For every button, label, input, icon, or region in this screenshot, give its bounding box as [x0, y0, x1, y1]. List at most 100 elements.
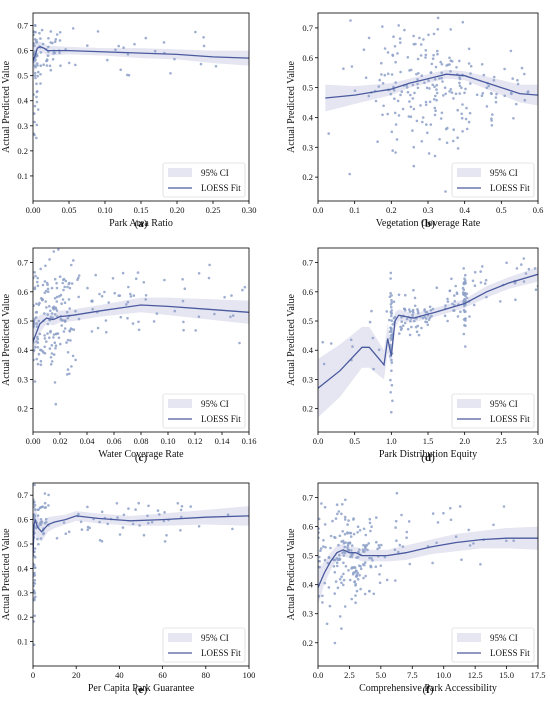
data-point — [385, 578, 389, 582]
data-point — [331, 519, 334, 523]
loess-fit-line — [325, 73, 538, 99]
data-point — [50, 360, 54, 363]
data-point — [395, 138, 399, 141]
data-point — [69, 327, 73, 330]
data-point — [49, 356, 53, 359]
data-point — [36, 276, 39, 280]
y-tick-label: 0.7 — [302, 23, 313, 33]
data-point — [397, 293, 401, 297]
data-point — [465, 292, 469, 296]
data-point — [455, 292, 459, 296]
y-tick-label: 0.7 — [17, 490, 28, 500]
data-point — [362, 576, 365, 580]
data-point — [523, 98, 527, 102]
data-point — [39, 82, 42, 85]
panel-label: (e) — [135, 684, 148, 696]
data-point — [346, 546, 349, 549]
data-point — [416, 309, 420, 313]
data-point — [350, 544, 354, 547]
data-point — [182, 328, 185, 332]
data-point — [395, 539, 398, 542]
data-point — [45, 58, 49, 61]
data-point — [34, 76, 37, 80]
data-point — [33, 64, 37, 67]
data-point — [238, 341, 241, 345]
y-tick-label: 0.4 — [17, 563, 28, 573]
data-point — [66, 285, 69, 289]
data-point — [367, 94, 371, 98]
data-point — [223, 295, 226, 299]
data-point — [416, 311, 420, 315]
data-point — [355, 589, 359, 593]
data-point — [69, 339, 72, 342]
data-point — [49, 68, 53, 72]
data-point — [33, 104, 37, 108]
data-point — [379, 564, 383, 567]
ci-band — [318, 526, 538, 605]
data-point — [33, 582, 37, 585]
data-point — [427, 152, 431, 155]
data-point — [36, 64, 39, 67]
data-point — [33, 322, 36, 326]
data-point — [483, 282, 487, 285]
data-point — [35, 340, 38, 343]
data-point — [431, 307, 435, 311]
data-point — [126, 300, 130, 304]
x-tick-label: 10.0 — [436, 670, 451, 680]
data-point — [33, 286, 37, 289]
data-point — [522, 257, 526, 260]
data-point — [131, 322, 135, 325]
data-point — [426, 323, 430, 327]
data-point — [400, 90, 404, 93]
data-point — [53, 40, 57, 43]
data-point — [37, 542, 40, 546]
y-tick-label: 0.6 — [302, 522, 313, 532]
data-point — [356, 571, 360, 575]
data-point — [374, 565, 378, 568]
data-point — [424, 56, 427, 59]
data-point — [142, 281, 146, 284]
ci-band — [33, 504, 249, 586]
data-point — [63, 319, 67, 323]
panel-e: 0 20 40 60 80 100 0.1 0.2 0.3 0.4 0.5 0.6 0.7 Per Cap… — [1, 482, 255, 696]
x-tick-label: 2.5 — [344, 670, 355, 680]
data-point — [66, 351, 70, 354]
axes-frame — [317, 482, 539, 667]
data-point — [363, 563, 366, 567]
data-point — [77, 295, 80, 299]
data-point — [393, 45, 397, 48]
data-point — [38, 301, 41, 305]
data-point — [121, 271, 125, 275]
data-point — [106, 522, 109, 526]
data-point — [70, 365, 73, 368]
data-point — [342, 561, 345, 565]
data-point — [104, 319, 108, 322]
data-point — [96, 30, 100, 33]
data-point — [65, 373, 69, 376]
data-point — [66, 338, 70, 342]
data-point — [321, 340, 325, 344]
y-axis-label: Actual Predicted Value — [286, 528, 297, 621]
data-point — [386, 72, 390, 76]
data-point — [351, 552, 354, 556]
y-tick-label: 0.5 — [302, 316, 313, 326]
data-point — [513, 281, 517, 285]
data-point — [423, 315, 427, 319]
data-point — [94, 273, 97, 277]
data-point — [426, 131, 429, 135]
data-point — [35, 325, 39, 328]
data-point — [344, 498, 347, 502]
data-point — [409, 115, 413, 118]
data-point — [50, 352, 54, 355]
data-point — [150, 520, 154, 524]
data-point — [35, 302, 38, 306]
data-point — [137, 328, 141, 332]
data-point — [67, 282, 71, 286]
data-point — [441, 80, 444, 83]
data-point — [35, 136, 38, 140]
data-point — [411, 97, 415, 100]
data-point — [456, 108, 460, 112]
data-point — [456, 315, 460, 318]
y-tick-label: 0.4 — [17, 345, 28, 355]
data-point — [60, 302, 63, 306]
